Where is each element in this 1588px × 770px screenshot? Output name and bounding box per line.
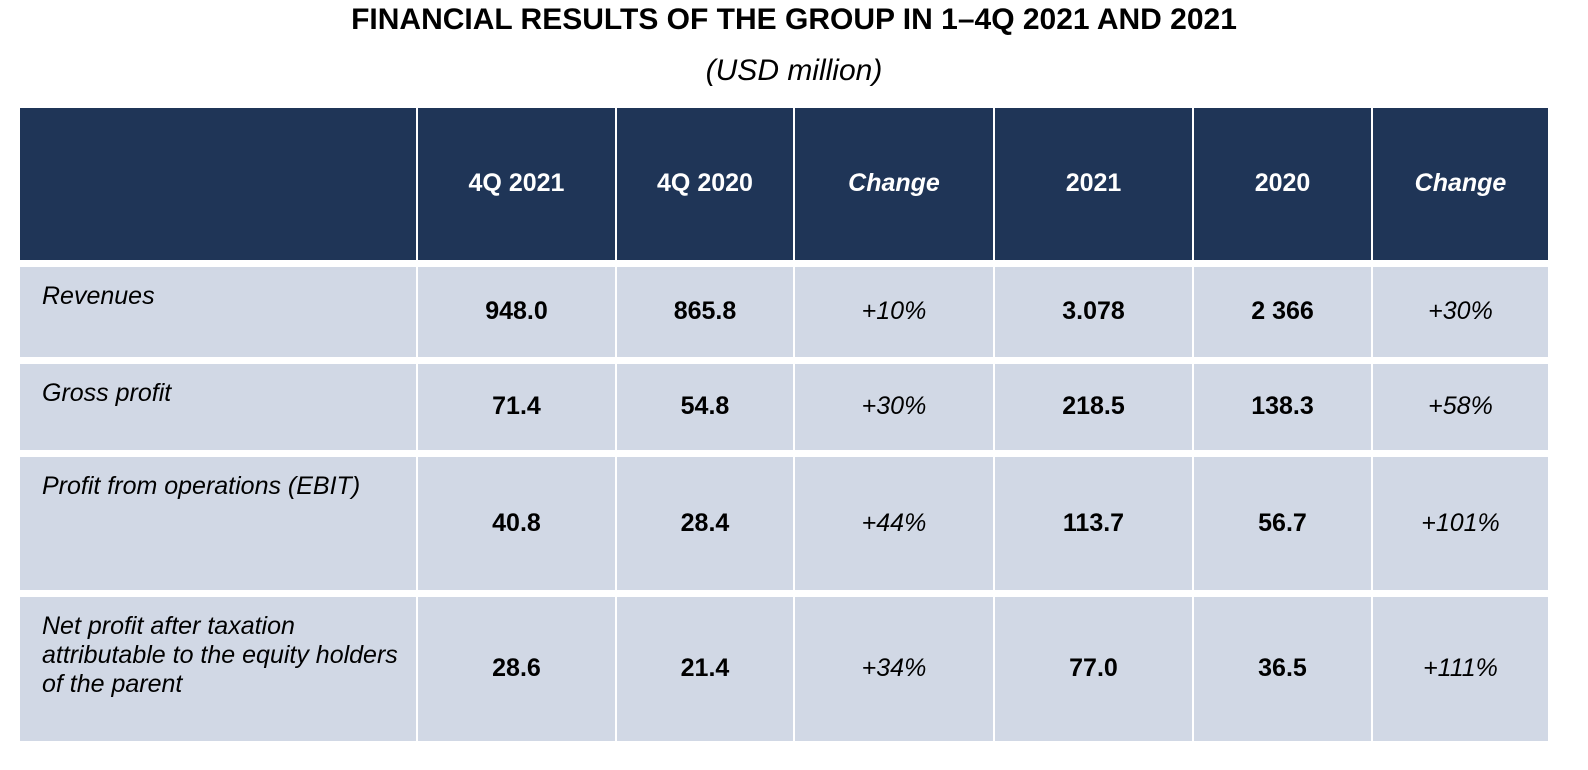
cell-2020: 36.5 (1192, 589, 1373, 741)
cell-2021: 77.0 (993, 589, 1194, 741)
header-year-change: Change (1371, 108, 1548, 263)
header-2021: 2021 (993, 108, 1194, 263)
header-4q-2021: 4Q 2021 (416, 108, 617, 263)
cell-quarter-change: +44% (793, 449, 995, 593)
row-label: Revenues (20, 259, 418, 360)
cell-year-change: +111% (1371, 589, 1548, 741)
cell-year-change: +101% (1371, 449, 1548, 593)
page-subtitle: (USD million) (705, 54, 883, 87)
table-row-ebit: Profit from operations (EBIT) 40.8 28.4 … (20, 449, 1548, 593)
cell-year-change: +30% (1371, 259, 1548, 360)
cell-2020: 56.7 (1192, 449, 1373, 593)
cell-2021: 113.7 (993, 449, 1194, 593)
cell-year-change: +58% (1371, 356, 1548, 453)
header-label-column (20, 108, 418, 263)
header-quarter-change: Change (793, 108, 995, 263)
header-2020: 2020 (1192, 108, 1373, 263)
cell-quarter-change: +30% (793, 356, 995, 453)
header-4q-2020: 4Q 2020 (615, 108, 795, 263)
row-label: Gross profit (20, 356, 418, 453)
cell-2020: 2 366 (1192, 259, 1373, 360)
cell-4q-2020: 21.4 (615, 589, 795, 741)
cell-4q-2020: 865.8 (615, 259, 795, 360)
cell-quarter-change: +34% (793, 589, 995, 741)
page-title: FINANCIAL RESULTS OF THE GROUP IN 1–4Q 2… (351, 3, 1237, 36)
cell-2021: 218.5 (993, 356, 1194, 453)
table-row-net-profit: Net profit after taxation attributable t… (20, 589, 1548, 741)
table-row-revenues: Revenues 948.0 865.8 +10% 3.078 2 366 +3… (20, 259, 1548, 360)
cell-4q-2021: 28.6 (416, 589, 617, 741)
cell-4q-2020: 54.8 (615, 356, 795, 453)
cell-4q-2020: 28.4 (615, 449, 795, 593)
cell-2021: 3.078 (993, 259, 1194, 360)
row-label: Net profit after taxation attributable t… (20, 589, 418, 741)
cell-4q-2021: 71.4 (416, 356, 617, 453)
row-label: Profit from operations (EBIT) (20, 449, 418, 593)
cell-2020: 138.3 (1192, 356, 1373, 453)
cell-4q-2021: 40.8 (416, 449, 617, 593)
cell-quarter-change: +10% (793, 259, 995, 360)
table-header-row: 4Q 2021 4Q 2020 Change 2021 2020 Change (20, 108, 1548, 263)
table-row-gross-profit: Gross profit 71.4 54.8 +30% 218.5 138.3 … (20, 356, 1548, 453)
financial-results-table: 4Q 2021 4Q 2020 Change 2021 2020 Change … (20, 108, 1548, 741)
cell-4q-2021: 948.0 (416, 259, 617, 360)
